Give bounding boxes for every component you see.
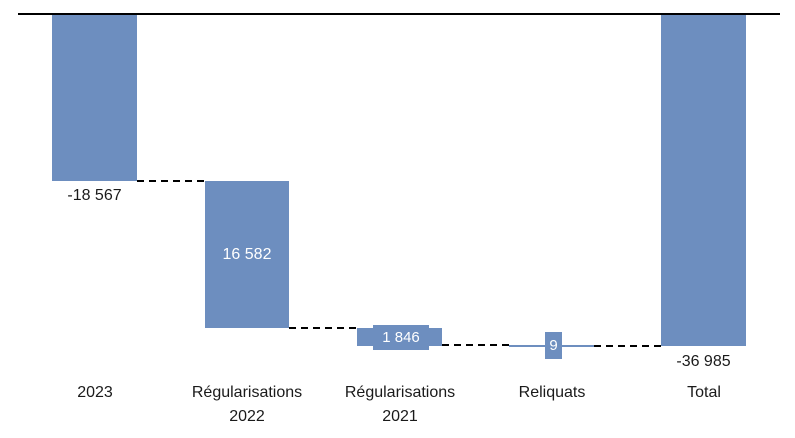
category-label-reg2021-line1: Régularisations — [344, 384, 456, 401]
bar-reg2021-value-label: 1 846 — [373, 325, 429, 350]
category-label-2023-text: 2023 — [77, 384, 113, 401]
connector-2023-to-reg2022 — [137, 180, 205, 182]
category-label-reg2022-line1: Régularisations — [191, 384, 303, 401]
connector-reg2022-to-reg2021 — [289, 327, 357, 329]
connector-reliquats-to-total — [594, 345, 661, 347]
bar-reg2022-value-label: 16 582 — [222, 245, 272, 263]
bar-total-value-label: -36 985 — [676, 353, 731, 370]
category-label-2023: 2023 — [10, 381, 180, 405]
category-label-reg2021-line2: 2021 — [382, 408, 418, 425]
category-label-total-text: Total — [687, 384, 721, 401]
bar-total[interactable] — [661, 15, 746, 346]
bar-2023-value-label: -18 567 — [67, 187, 122, 204]
bar-2023[interactable] — [52, 15, 137, 181]
category-label-total: Total — [619, 381, 789, 405]
category-label-regularisations-2022: Régularisations 2022 — [162, 381, 332, 429]
bar-regularisations-2022[interactable]: 16 582 — [205, 181, 289, 328]
category-label-reliquats: Reliquats — [467, 381, 637, 405]
category-label-reg2022-line2: 2022 — [229, 408, 265, 425]
zero-axis-line — [18, 13, 780, 15]
category-label-reliquats-text: Reliquats — [518, 384, 586, 401]
category-label-regularisations-2021: Régularisations 2021 — [315, 381, 485, 429]
bar-reliquats-value-label: 9 — [545, 332, 562, 359]
connector-reg2021-to-reliquats — [442, 344, 509, 346]
